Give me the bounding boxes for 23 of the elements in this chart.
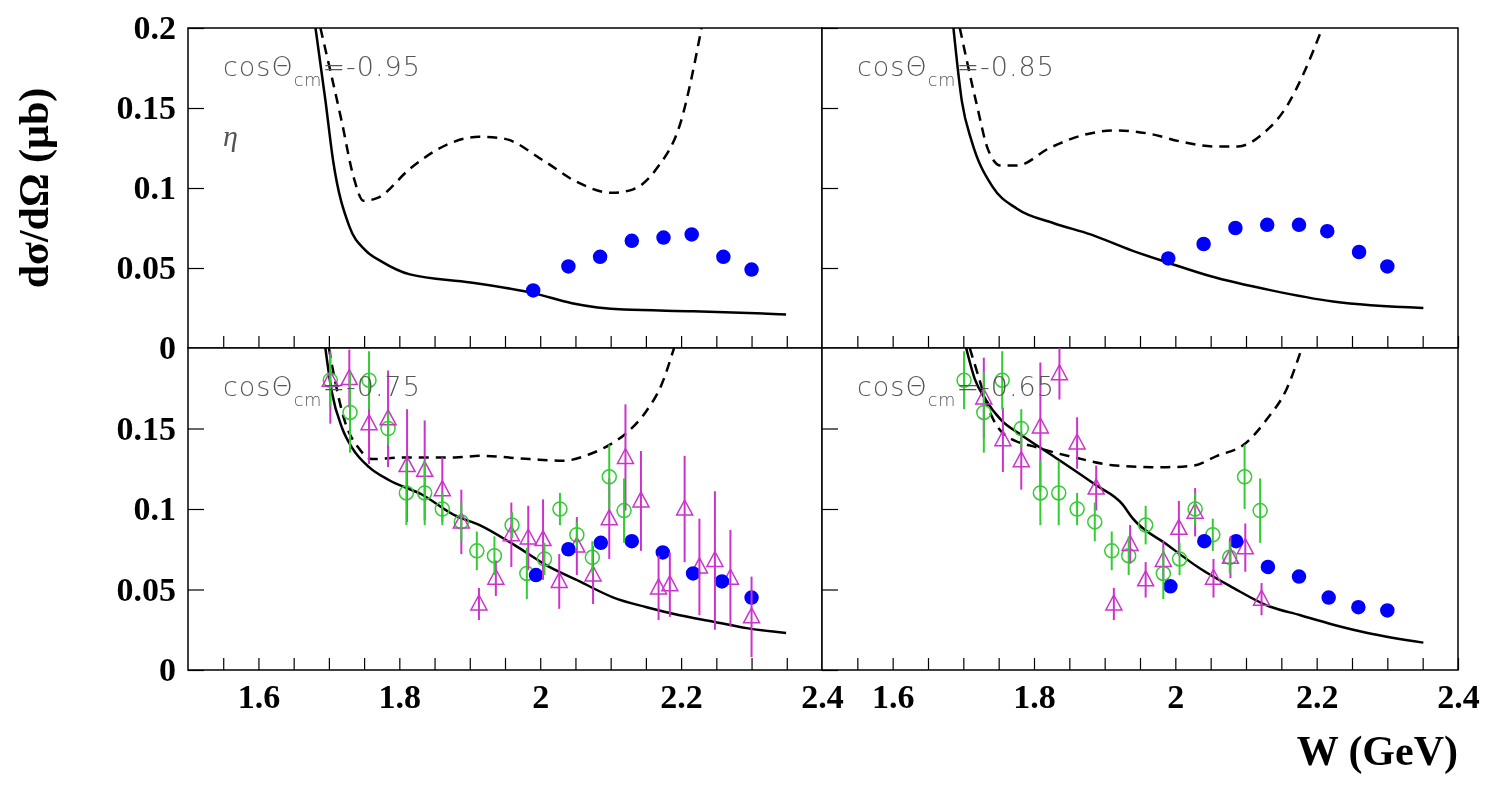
y-tick-label: 0.05 xyxy=(116,249,176,287)
x-tick-label: 2.4 xyxy=(1437,678,1480,716)
x-tick-label: 2.2 xyxy=(660,678,703,716)
annotation: cosΘ$_{cm}$=-0.95 xyxy=(223,51,421,90)
y-tick-label: 0 xyxy=(159,651,176,689)
y-tick-label: 0.15 xyxy=(116,409,176,447)
y-tick-label: 0.1 xyxy=(133,169,176,207)
y-tick-label: 0.15 xyxy=(116,89,176,127)
x-tick-label: 1.6 xyxy=(237,678,281,716)
y-axis-title: dσ/dΩ (μb) xyxy=(11,87,58,289)
y-tick-label: 0.2 xyxy=(133,9,176,47)
y-tick-label: 0 xyxy=(159,329,176,367)
x-tick-label: 1.6 xyxy=(871,678,915,716)
x-tick-label: 2.2 xyxy=(1295,678,1339,716)
x-tick-label: 2.4 xyxy=(801,678,844,716)
x-tick-label: 2 xyxy=(532,678,550,716)
y-tick-label: 0.05 xyxy=(116,570,176,608)
x-tick-label: 1.8 xyxy=(1013,678,1056,716)
x-tick-label: 1.8 xyxy=(378,678,422,716)
x-axis-title: W (GeV) xyxy=(1296,728,1458,775)
annotation: η xyxy=(223,119,238,152)
x-tick-label: 2 xyxy=(1167,678,1185,716)
y-tick-label: 0.1 xyxy=(133,490,176,528)
